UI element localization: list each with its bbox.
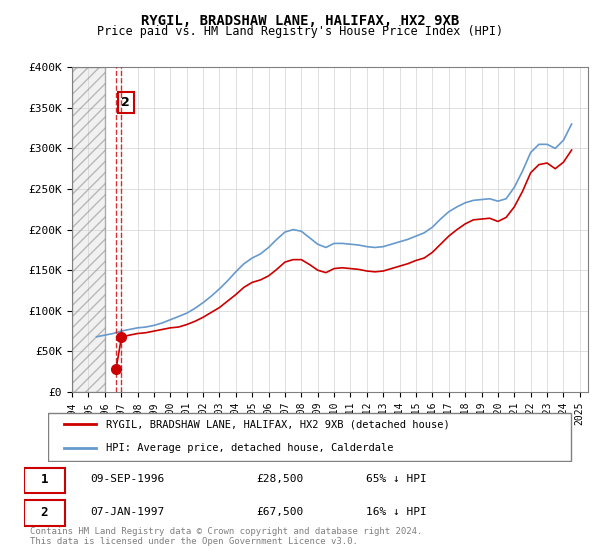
Text: Price paid vs. HM Land Registry's House Price Index (HPI): Price paid vs. HM Land Registry's House … [97, 25, 503, 38]
Text: £28,500: £28,500 [256, 474, 303, 484]
Bar [72, 67, 105, 392]
Text: RYGIL, BRADSHAW LANE, HALIFAX, HX2 9XB (detached house): RYGIL, BRADSHAW LANE, HALIFAX, HX2 9XB (… [106, 419, 450, 429]
Text: HPI: Average price, detached house, Calderdale: HPI: Average price, detached house, Cald… [106, 443, 394, 453]
FancyBboxPatch shape [24, 501, 65, 526]
Text: 2: 2 [41, 506, 48, 519]
Bar [72, 67, 105, 392]
Text: Contains HM Land Registry data © Crown copyright and database right 2024.
This d: Contains HM Land Registry data © Crown c… [30, 526, 422, 546]
Text: 07-JAN-1997: 07-JAN-1997 [90, 507, 164, 517]
Text: 16% ↓ HPI: 16% ↓ HPI [366, 507, 427, 517]
FancyBboxPatch shape [24, 468, 65, 493]
Text: 2: 2 [121, 96, 130, 109]
Text: £67,500: £67,500 [256, 507, 303, 517]
Text: 09-SEP-1996: 09-SEP-1996 [90, 474, 164, 484]
Text: RYGIL, BRADSHAW LANE, HALIFAX, HX2 9XB: RYGIL, BRADSHAW LANE, HALIFAX, HX2 9XB [141, 14, 459, 28]
Text: 65% ↓ HPI: 65% ↓ HPI [366, 474, 427, 484]
Text: 1: 1 [41, 473, 48, 486]
FancyBboxPatch shape [48, 413, 571, 461]
